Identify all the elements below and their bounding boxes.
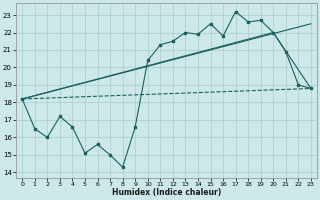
X-axis label: Humidex (Indice chaleur): Humidex (Indice chaleur) [112, 188, 221, 197]
